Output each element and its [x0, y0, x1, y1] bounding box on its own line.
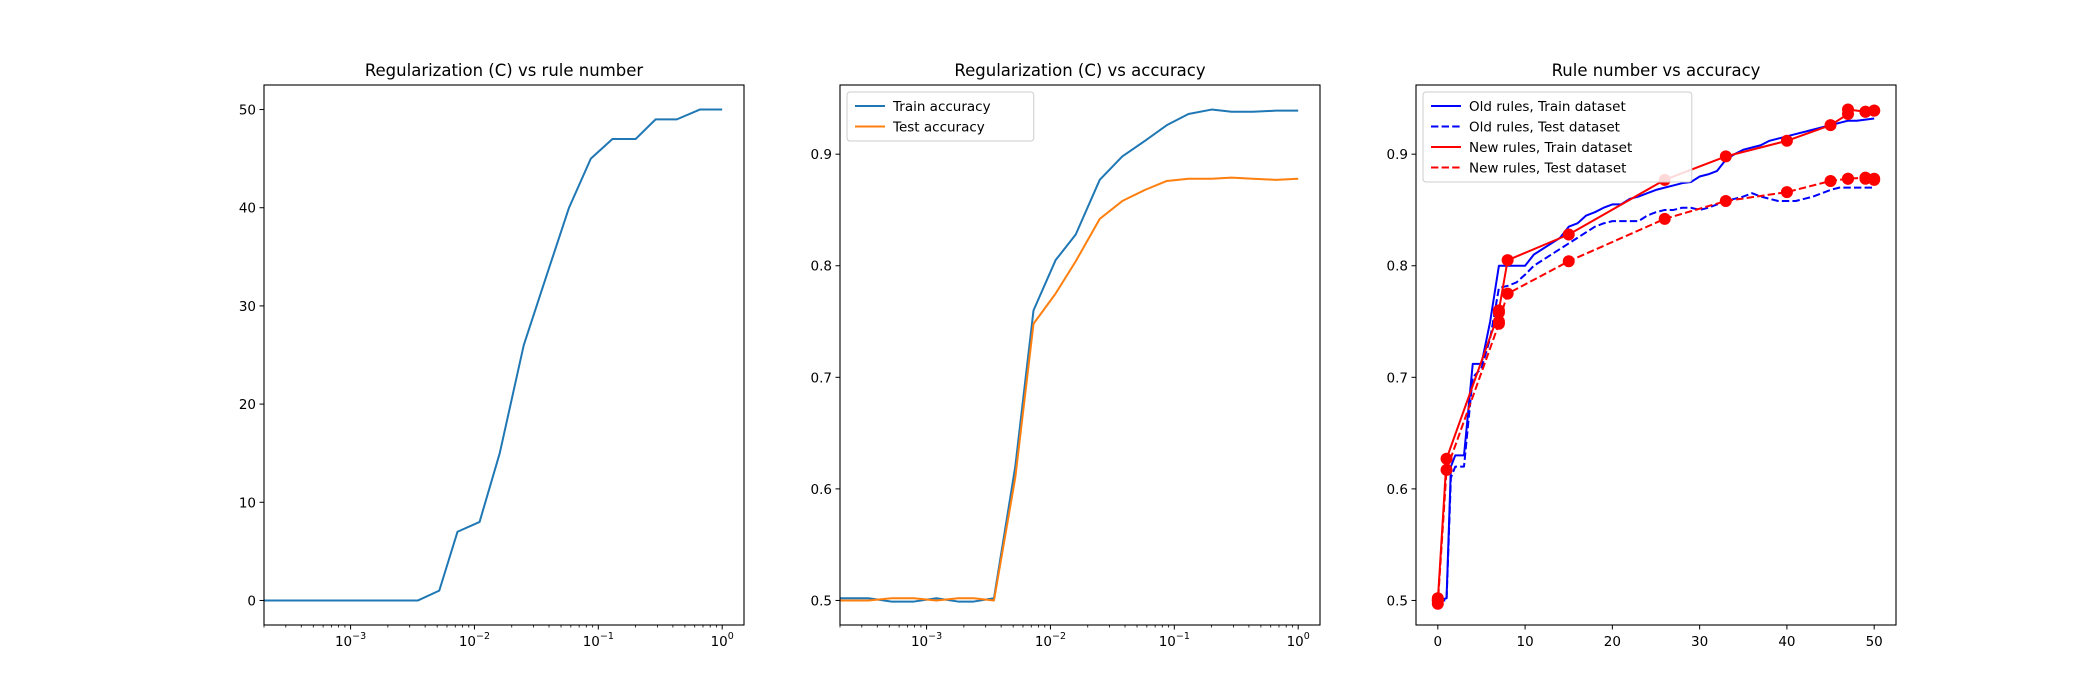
axes-frame — [839, 84, 1321, 626]
x-tick-label: 0 — [1434, 634, 1443, 650]
y-tick-label: 0.9 — [1387, 147, 1408, 163]
x-tick-label: 100 — [1287, 631, 1310, 650]
legend: Train accuracy Test accuracy — [846, 91, 1035, 142]
plot-data — [840, 108, 1299, 603]
data-point — [1859, 172, 1872, 185]
y-tick-label: 0.7 — [811, 370, 832, 386]
series-line-1 — [840, 108, 1299, 603]
x-tick-label: 10−3 — [911, 631, 942, 650]
data-point — [1824, 119, 1837, 132]
plot-3: Rule number vs accuracy 0 10 20 30 40 50 0.5 0.6… — [1387, 61, 1897, 650]
legend-label: Old rules, Test dataset — [1469, 120, 1620, 136]
legend-label: Old rules, Train dataset — [1469, 99, 1626, 115]
x-tick-label: 10−2 — [1035, 631, 1066, 650]
data-point — [1719, 150, 1732, 163]
y-tick-label: 0 — [247, 593, 256, 609]
x-tick-label: 50 — [1866, 634, 1883, 650]
y-tick-label: 0.8 — [1387, 259, 1408, 275]
series-line-1 — [1437, 117, 1875, 602]
data-point — [1780, 134, 1793, 147]
plot-1: Regularization (C) vs rule number 10−3 10−… — [239, 61, 745, 650]
plot-title: Regularization (C) vs accuracy — [954, 61, 1205, 80]
series-line-1 — [264, 108, 723, 602]
data-point — [1501, 254, 1514, 267]
plot-data — [264, 108, 723, 602]
y-tick-label: 0.9 — [811, 147, 832, 163]
y-tick-label: 0.7 — [1387, 370, 1408, 386]
data-point — [1842, 103, 1854, 116]
data-point — [1658, 212, 1671, 225]
data-point — [1440, 463, 1453, 476]
x-tick-label: 10−1 — [1159, 631, 1190, 650]
series-line-2 — [840, 176, 1299, 602]
x-tick-label: 40 — [1778, 634, 1795, 650]
data-point — [1868, 104, 1881, 117]
y-tick-label: 0.8 — [811, 259, 832, 275]
y-tick-label: 0.5 — [1387, 593, 1408, 609]
y-tick-label: 0.5 — [811, 593, 832, 609]
data-point — [1562, 228, 1575, 241]
legend-box — [846, 91, 1035, 142]
data-point — [1780, 186, 1793, 199]
y-tick-label: 10 — [239, 495, 256, 511]
legend-box — [1422, 91, 1693, 183]
x-tick-label: 10 — [1516, 634, 1533, 650]
legend-label: Train accuracy — [892, 99, 991, 115]
legend: Old rules, Train dataset Old rules, Test … — [1422, 91, 1693, 183]
plot-title: Regularization (C) vs rule number — [365, 61, 644, 80]
y-tick-label: 0.6 — [811, 482, 832, 498]
legend-label: New rules, Test dataset — [1469, 161, 1626, 177]
data-point — [1492, 315, 1505, 328]
x-tick-label: 10−3 — [335, 631, 366, 650]
data-point — [1501, 287, 1514, 300]
data-point — [1842, 172, 1854, 185]
x-tick-label: 10−2 — [459, 631, 490, 650]
data-point — [1431, 597, 1444, 610]
series-line-4 — [1436, 176, 1876, 605]
x-tick-label: 100 — [711, 631, 734, 650]
legend-label: New rules, Train dataset — [1469, 140, 1632, 156]
series-line-2 — [1437, 186, 1875, 602]
data-point — [1440, 452, 1453, 465]
y-tick-label: 0.6 — [1387, 482, 1408, 498]
data-point — [1824, 174, 1837, 187]
data-point — [1868, 172, 1881, 185]
x-tick-label: 20 — [1604, 634, 1621, 650]
plot-title: Rule number vs accuracy — [1552, 61, 1761, 80]
y-tick-label: 30 — [239, 299, 256, 315]
y-tick-label: 20 — [239, 397, 256, 413]
plot-2: Regularization (C) vs accuracy 10−3 10−2 10… — [811, 61, 1321, 650]
data-point — [1562, 255, 1575, 268]
legend-label: Test accuracy — [892, 120, 985, 136]
y-tick-label: 50 — [239, 103, 256, 119]
data-point — [1859, 105, 1872, 118]
axes-frame — [263, 84, 745, 626]
series-line-3 — [1436, 108, 1875, 602]
axes-frame — [1415, 84, 1897, 626]
x-tick-label: 30 — [1691, 634, 1708, 650]
data-point — [1719, 195, 1732, 208]
y-tick-label: 40 — [239, 201, 256, 217]
x-tick-label: 10−1 — [583, 631, 614, 650]
plot-data — [1431, 103, 1881, 610]
